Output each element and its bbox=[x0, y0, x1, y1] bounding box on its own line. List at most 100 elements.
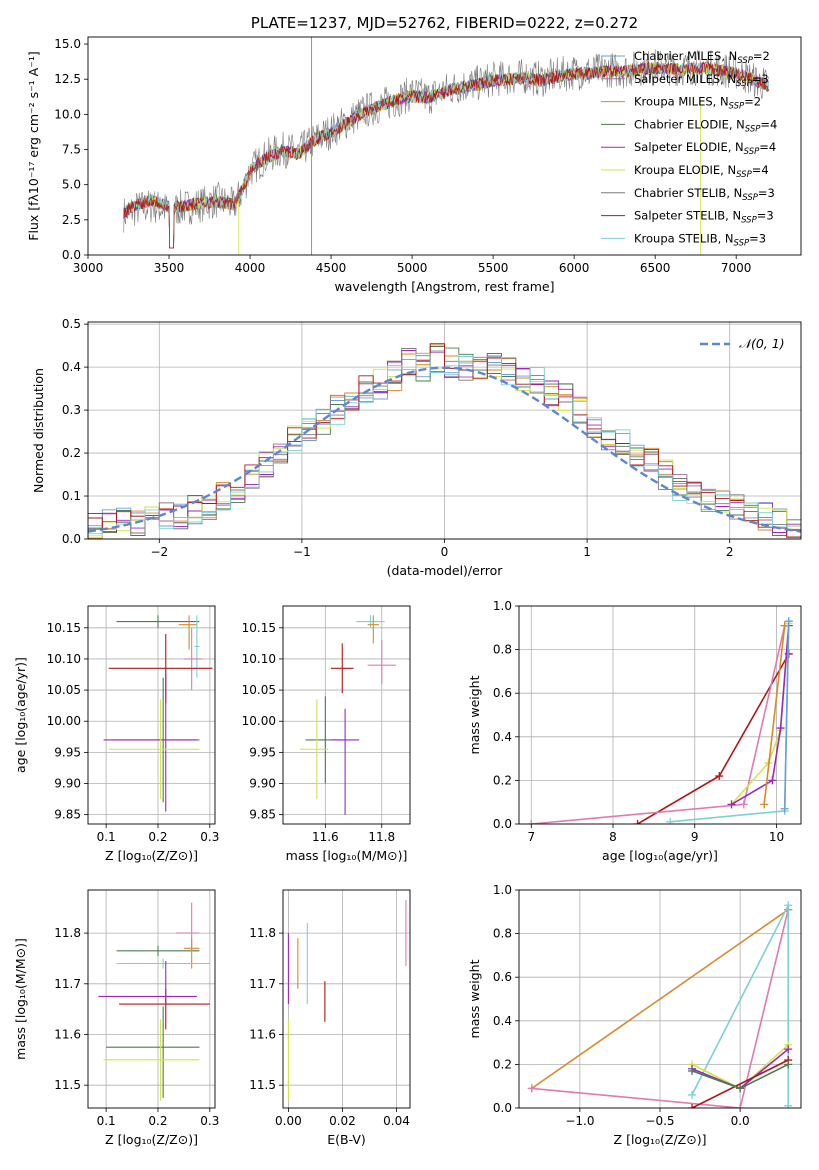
mass_vs_Z-plot-area bbox=[98, 902, 210, 1101]
legend-sub: SSP bbox=[744, 147, 760, 157]
x-tick-label: 0 bbox=[441, 545, 449, 559]
legend-sub: SSP bbox=[734, 238, 750, 248]
x-tick-label: 0.1 bbox=[97, 830, 116, 844]
legend-entry: Kroupa ELODIE, NSSP=4 bbox=[634, 163, 769, 180]
age_vs_Z-plot-area bbox=[103, 615, 213, 812]
legend-entry: Salpeter STELIB, NSSP=3 bbox=[634, 209, 774, 226]
legend-sub: SSP bbox=[736, 79, 752, 89]
age_vs_Z-panel: 0.1 0.2 0.3 9.85 9.90 9.95 10.00 10.05 10.10 10.1… bbox=[13, 605, 219, 863]
legend-label: Chabrier STELIB, N bbox=[634, 186, 742, 200]
legend-sub: SSP bbox=[736, 170, 752, 180]
legend-sub: SSP bbox=[741, 216, 757, 226]
weight-line-pink bbox=[531, 625, 786, 824]
weight-line-salpeter_stelib bbox=[637, 653, 790, 824]
weight-marker bbox=[784, 617, 793, 626]
residuals-panel: −2 −1 0 1 2 0.0 0.1 0.2 0.3 0.4 0.5 (data-model)/er… bbox=[31, 317, 802, 578]
y-tick-label: 11.7 bbox=[249, 977, 276, 991]
x-tick-label: 11.8 bbox=[368, 830, 395, 844]
x-tick-label: 0.2 bbox=[148, 1114, 167, 1128]
legend-label: 𝒩(0, 1) bbox=[739, 336, 785, 351]
y-tick-label: 0.4 bbox=[62, 360, 81, 374]
axes-frame bbox=[87, 889, 216, 1109]
y-tick-label: 0.1 bbox=[62, 489, 81, 503]
legend-entry: Chabrier ELODIE, NSSP=4 bbox=[634, 117, 777, 134]
y-tick-label: 9.95 bbox=[54, 745, 81, 759]
x-tick-label: 7 bbox=[527, 830, 535, 844]
x-tick-label: 2 bbox=[726, 545, 734, 559]
y-tick-label: 0.0 bbox=[62, 248, 81, 262]
weight-marker bbox=[784, 1060, 793, 1069]
y-tick-label: 5.0 bbox=[62, 178, 81, 192]
axes-frame bbox=[87, 321, 802, 540]
legend-entry: Chabrier MILES, NSSP=2 bbox=[634, 49, 770, 66]
legend-entry: Kroupa STELIB, NSSP=3 bbox=[634, 231, 766, 248]
weight-marker bbox=[768, 776, 777, 785]
legend-sub: SSP bbox=[737, 56, 753, 66]
y-tick-label: 11.5 bbox=[249, 1078, 276, 1092]
legend-tail: =3 bbox=[758, 186, 775, 200]
y-tick-label: 10.05 bbox=[47, 683, 81, 697]
y-tick-label: 0.3 bbox=[62, 403, 81, 417]
x-tick-label: 9 bbox=[691, 830, 699, 844]
legend-label: Kroupa STELIB, N bbox=[634, 231, 734, 245]
y-tick-label: 10.00 bbox=[47, 714, 81, 728]
legend-label: Salpeter STELIB, N bbox=[634, 209, 741, 223]
weight-line-salpeter_elodie bbox=[731, 625, 790, 806]
axes-frame bbox=[87, 36, 802, 256]
y-tick-label: 11.6 bbox=[54, 1027, 81, 1041]
weight-line-kroupa_miles bbox=[531, 908, 789, 1090]
histogram-salpeter_stelib bbox=[88, 343, 801, 538]
y-tick-label: 0.0 bbox=[493, 817, 512, 831]
weight-marker bbox=[784, 1045, 793, 1054]
y-tick-label: 9.95 bbox=[249, 745, 276, 759]
y-axis-label: mass weight bbox=[467, 675, 482, 754]
x-axis-label: Z [log₁₀(Z/Z⊙)] bbox=[614, 1132, 707, 1147]
x-tick-label: −1.0 bbox=[565, 1114, 594, 1128]
x-tick-label: 0.02 bbox=[329, 1114, 356, 1128]
y-axis-label: Flux [fλ10⁻¹⁷ erg cm⁻² s⁻¹ A⁻¹] bbox=[26, 51, 41, 240]
y-tick-label: 0.2 bbox=[493, 1057, 512, 1071]
residuals-plot-area bbox=[88, 343, 801, 539]
legend-label: Chabrier MILES, N bbox=[634, 49, 737, 63]
y-tick-label: 10.15 bbox=[242, 621, 276, 635]
normal-curve bbox=[88, 366, 801, 533]
legend-tail: =3 bbox=[749, 231, 766, 245]
x-axis-label: wavelength [Angstrom, rest frame] bbox=[334, 279, 554, 294]
y-tick-label: 0.2 bbox=[493, 773, 512, 787]
x-tick-label: 7000 bbox=[721, 261, 752, 275]
y-tick-label: 9.85 bbox=[54, 808, 81, 822]
x-tick-label: 10 bbox=[769, 830, 784, 844]
weight-marker bbox=[688, 1104, 697, 1108]
y-tick-label: 11.5 bbox=[54, 1078, 81, 1092]
legend-tail: =3 bbox=[752, 72, 769, 86]
x-tick-label: 4500 bbox=[316, 261, 347, 275]
legend-tail: =2 bbox=[744, 95, 761, 109]
y-tick-label: 15.0 bbox=[54, 37, 81, 51]
x-tick-label: 11.6 bbox=[312, 830, 339, 844]
y-tick-label: 9.90 bbox=[54, 777, 81, 791]
y-axis-label: Normed distribution bbox=[31, 368, 46, 493]
axes-frame bbox=[518, 605, 802, 825]
x-tick-label: 3500 bbox=[154, 261, 185, 275]
y-tick-label: 0.4 bbox=[493, 730, 512, 744]
histogram-kroupa_stelib bbox=[88, 352, 801, 535]
weight-line-salpeter_stelib bbox=[691, 1059, 789, 1108]
y-tick-label: 0.8 bbox=[493, 927, 512, 941]
weight-marker bbox=[760, 800, 769, 809]
x-axis-label: E(B-V) bbox=[327, 1132, 366, 1147]
x-tick-label: 0.2 bbox=[148, 830, 167, 844]
weight-marker bbox=[739, 800, 748, 809]
legend-tail: =2 bbox=[753, 49, 770, 63]
weight-marker bbox=[784, 901, 793, 910]
legend-tail: =4 bbox=[752, 163, 769, 177]
x-axis-label: Z [log₁₀(Z/Z⊙)] bbox=[105, 848, 198, 863]
weight-line-kroupa_elodie bbox=[730, 623, 790, 805]
x-tick-label: 6000 bbox=[559, 261, 590, 275]
y-tick-label: 0.8 bbox=[493, 643, 512, 657]
mass_vs_Z-panel: 0.1 0.2 0.3 11.5 11.6 11.7 11.8 Z [log₁₀(Z/Z⊙)]… bbox=[13, 889, 219, 1147]
weight_vs_age-plot-area bbox=[527, 617, 793, 824]
weight-line-kroupa_stelib bbox=[670, 621, 790, 823]
spectrum-panel: 3000 3500 4000 4500 5000 5500 6000 6500 7000 0.0 2… bbox=[26, 14, 802, 294]
legend-entry: Salpeter MILES, NSSP=3 bbox=[634, 72, 769, 89]
